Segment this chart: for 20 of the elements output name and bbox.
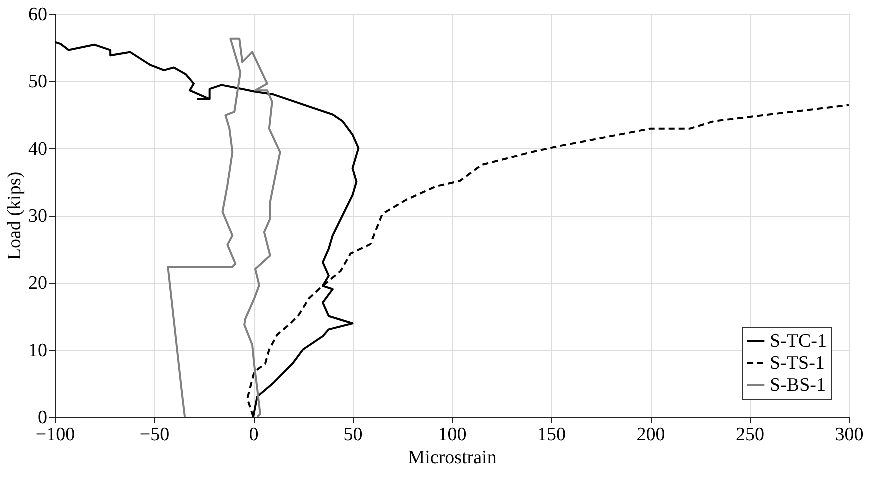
y-tick-label: 30 (28, 206, 48, 227)
x-tick-label: −50 (140, 424, 170, 446)
y-tick-label: 60 (28, 4, 48, 26)
x-tick-label: 300 (835, 424, 864, 446)
x-tick-label: 100 (438, 424, 467, 446)
x-tick-label: 200 (636, 424, 666, 446)
y-tick-label: 20 (28, 273, 48, 294)
x-tick-label: 50 (344, 424, 363, 446)
x-axis-title: Microstrain (408, 448, 498, 468)
legend-label: S-BS-1 (770, 375, 826, 396)
legend-label: S-TC-1 (770, 331, 827, 352)
x-tick-label: 0 (249, 424, 259, 446)
x-tick-label: 250 (736, 424, 764, 446)
y-tick-label: 40 (28, 138, 48, 160)
legend-label: S-TS-1 (770, 353, 825, 374)
x-tick-label: 150 (538, 424, 566, 446)
line-series (167, 38, 282, 417)
y-axis-title: Load (kips) (4, 172, 26, 260)
y-tick-label: 10 (28, 340, 48, 362)
y-tick-label: 50 (28, 72, 48, 93)
